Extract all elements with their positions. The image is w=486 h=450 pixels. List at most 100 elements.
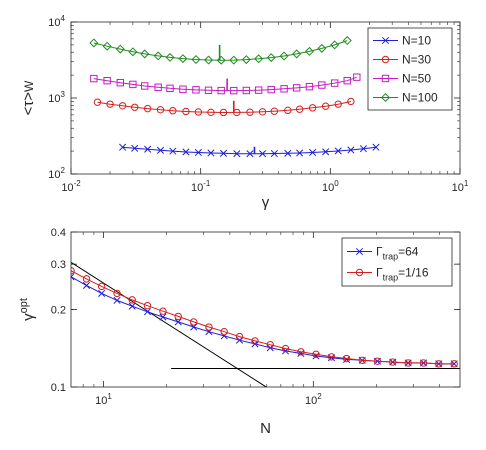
data-point: [229, 55, 239, 65]
data-point: [292, 84, 301, 92]
data-point: [191, 54, 201, 65]
data-point: [156, 106, 165, 114]
x-tick-label: 100: [322, 179, 339, 194]
data-point: [404, 359, 412, 367]
x-axis-label: γ: [262, 194, 270, 211]
data-point: [159, 307, 167, 315]
data-point: [330, 40, 340, 50]
series-line: [93, 40, 348, 61]
data-point: [219, 108, 228, 117]
data-point: [242, 86, 251, 95]
data-point: [140, 49, 150, 59]
y-tick-label: 0.4: [51, 227, 66, 239]
data-point: [295, 105, 304, 113]
data-point: [235, 332, 244, 341]
data-point: [304, 46, 314, 56]
data-point: [144, 145, 152, 153]
data-point: [116, 78, 125, 87]
data-point: [194, 148, 202, 157]
data-point: [317, 43, 327, 53]
data-point: [98, 289, 106, 297]
legend-label: Γtrap=1/16: [376, 266, 429, 283]
data-point: [189, 318, 198, 326]
data-point: [159, 313, 167, 321]
data-point: [169, 147, 177, 155]
data-point: [334, 147, 342, 155]
data-point: [309, 148, 317, 157]
data-point: [182, 107, 190, 116]
data-point: [292, 49, 302, 59]
data-point: [169, 107, 177, 115]
data-point: [266, 340, 274, 349]
data-point: [241, 55, 251, 65]
data-point: [166, 84, 174, 93]
legend-marker: [381, 55, 390, 64]
data-point: [284, 106, 292, 115]
data-point: [258, 108, 267, 116]
data-point: [113, 289, 121, 298]
data-point: [220, 327, 228, 336]
legend-marker: [381, 74, 390, 83]
y-tick-label: 102: [48, 166, 65, 181]
data-point: [204, 55, 214, 65]
legend: N=10 N=30 N=50 N=100: [367, 27, 453, 111]
data-point: [192, 86, 200, 94]
legend-entry-n-100: N=100: [373, 91, 438, 105]
data-point: [347, 146, 355, 154]
series-n-10: [119, 143, 380, 158]
data-point: [258, 150, 267, 158]
axes-frame: [70, 231, 461, 388]
data-point: [233, 150, 241, 158]
legend-label: N=30: [402, 53, 431, 67]
data-point: [115, 44, 125, 54]
data-point: [89, 38, 99, 48]
plot-layer: [89, 36, 380, 158]
data-point: [358, 356, 366, 364]
series-n-100: [89, 36, 352, 65]
legend-entry-trap-1-16: Γtrap=1/16: [347, 266, 429, 283]
series-line: [71, 270, 455, 365]
data-point: [102, 41, 112, 51]
data-point: [131, 103, 139, 111]
data-point: [267, 85, 275, 94]
data-point: [419, 359, 428, 367]
data-point: [90, 74, 98, 83]
data-point: [251, 337, 259, 345]
data-point: [128, 47, 138, 57]
data-point: [342, 354, 351, 363]
data-point: [143, 301, 152, 310]
data-point: [305, 82, 314, 91]
x-tick-label: 101: [95, 392, 112, 407]
data-point: [230, 86, 238, 95]
data-point: [143, 308, 152, 316]
x-tick-label: 10-2: [61, 179, 81, 194]
data-point: [281, 344, 290, 353]
y-tick-label: 103: [48, 90, 65, 105]
legend-label: Γtrap=64: [376, 245, 419, 262]
legend-label: N=100: [402, 91, 438, 105]
data-point: [343, 76, 351, 85]
data-point: [308, 104, 317, 112]
data-point: [154, 83, 162, 91]
data-point: [216, 55, 226, 65]
legend: Γtrap=64 Γtrap=1/16: [341, 237, 453, 287]
y-axis-label: <τ>W: [20, 80, 37, 115]
data-point: [207, 149, 215, 157]
data-point: [435, 360, 443, 368]
plot-layer: [71, 261, 460, 387]
x-tick-label: 10-1: [191, 179, 211, 194]
top-chart: 10-2 10-1 100 101 102 103 104 γ <τ>W N=10 N=30 N=50…: [20, 14, 469, 211]
data-point: [254, 54, 264, 64]
data-point: [182, 148, 190, 156]
data-point: [128, 302, 136, 310]
data-point: [165, 52, 175, 62]
data-point: [128, 296, 136, 304]
data-point: [312, 350, 320, 358]
data-point: [179, 85, 187, 93]
data-point: [194, 108, 203, 116]
y-tick-label: 0.3: [51, 259, 66, 271]
legend-label: N=50: [402, 72, 431, 86]
data-point: [119, 143, 127, 151]
